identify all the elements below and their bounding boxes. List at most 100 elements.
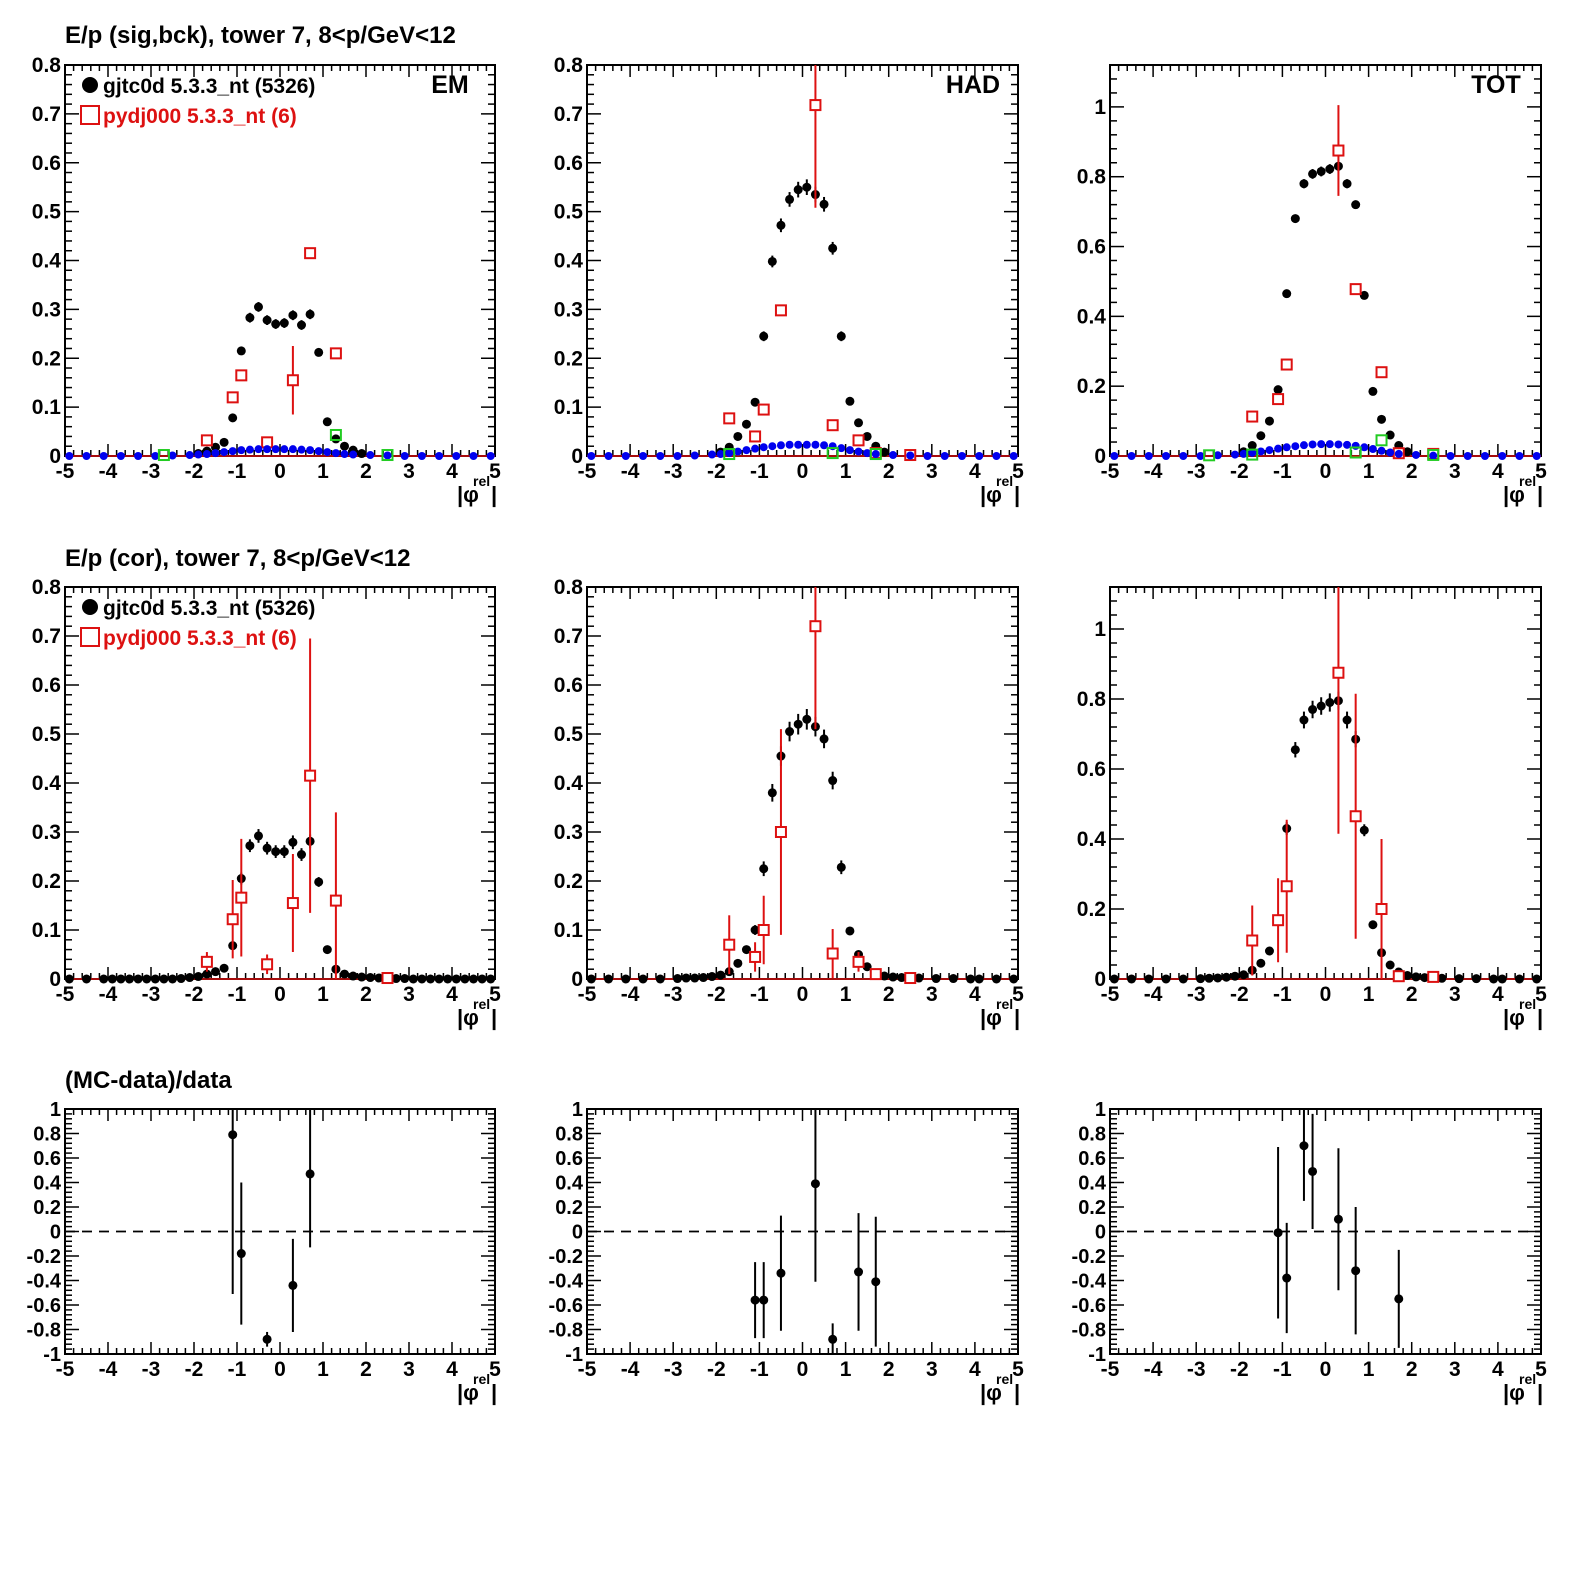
- data-point: [767, 788, 777, 798]
- data-point: [750, 1295, 760, 1305]
- data-point: [1308, 169, 1318, 179]
- y-tick-label: 0.7: [554, 625, 583, 648]
- x-axis-label-phi: |φ: [1503, 482, 1525, 507]
- x-tick-label: -1: [1273, 1358, 1292, 1381]
- y-tick-label: 0.2: [554, 870, 583, 893]
- x-tick-label: 5: [1535, 460, 1547, 483]
- background-data-point: [1213, 451, 1222, 460]
- x-axis-label-rel: rel: [996, 996, 1013, 1012]
- x-tick-label: -3: [1187, 1358, 1206, 1381]
- x-tick-label: 2: [883, 1358, 895, 1381]
- y-tick-label: -0.4: [1072, 1271, 1107, 1293]
- x-tick-label: -1: [750, 983, 769, 1006]
- x-tick-label: -4: [621, 983, 640, 1006]
- data-point: [159, 974, 169, 984]
- background-data-point: [1009, 452, 1018, 460]
- background-data-point: [1256, 447, 1265, 456]
- y-tick-label: 0: [571, 968, 583, 991]
- background-mc-point: [869, 448, 882, 461]
- data-point: [845, 926, 855, 936]
- background-data-point: [288, 445, 297, 454]
- x-tick-label: 1: [840, 1358, 852, 1381]
- background-data-point: [254, 445, 263, 454]
- mc-point: [1246, 934, 1259, 947]
- x-tick-label: 3: [926, 983, 938, 1006]
- background-data-point: [957, 452, 966, 460]
- x-tick-label: 0: [797, 983, 809, 1006]
- data-point: [1377, 414, 1387, 424]
- mc-point: [304, 247, 317, 260]
- y-tick-label: 0.4: [32, 772, 62, 795]
- mc-point: [1280, 880, 1293, 893]
- data-point: [733, 431, 743, 441]
- data-point: [1316, 166, 1326, 176]
- y-tick-label: 0.3: [32, 298, 61, 321]
- y-tick-label: -0.8: [27, 1320, 61, 1342]
- x-tick-label: 2: [360, 983, 372, 1006]
- y-tick-label: 0.8: [32, 54, 62, 77]
- x-tick-label: 3: [1449, 460, 1461, 483]
- panels: -5 -4 -3 -2 -1 0 1 2 3 4 5|φrel|00.10.20.30.40.50.…: [27, 54, 1548, 1405]
- data-point: [219, 437, 229, 447]
- x-tick-label: 3: [926, 460, 938, 483]
- y-tick-label: 0.8: [32, 576, 62, 599]
- x-tick-label: -5: [578, 460, 597, 483]
- data-point: [690, 973, 700, 983]
- x-axis-label-bar: |: [1537, 482, 1543, 507]
- background-data-point: [656, 452, 665, 460]
- background-data-point: [1368, 445, 1377, 454]
- y-tick-label: 0.1: [32, 396, 62, 419]
- x-tick-label: 5: [1012, 460, 1024, 483]
- x-axis-label-rel: rel: [1519, 473, 1536, 489]
- row1-title: E/p (sig,bck), tower 7, 8<p/GeV<12: [65, 22, 456, 49]
- data-point: [862, 962, 872, 972]
- mc-point: [1280, 358, 1293, 371]
- data-point: [1385, 960, 1395, 970]
- background-data-point: [854, 447, 863, 456]
- x-tick-label: 0: [1320, 1358, 1332, 1381]
- background-data-point: [1274, 444, 1283, 453]
- data-point: [845, 396, 855, 406]
- data-point: [1351, 1266, 1361, 1276]
- legend: gjtc0d 5.3.3_nt (5326) pydj000 5.3.3_nt (…: [80, 597, 315, 650]
- series-ratio: [228, 1109, 315, 1347]
- mc-point: [774, 826, 787, 838]
- y-tick-label: 0.7: [554, 103, 583, 126]
- data-point: [1204, 973, 1214, 983]
- data-point: [681, 973, 691, 983]
- background-data-point: [1127, 452, 1136, 460]
- background-data-point: [1110, 452, 1119, 460]
- background-data-point: [202, 450, 211, 459]
- y-tick-label: 0.3: [554, 821, 583, 844]
- x-tick-label: -3: [664, 983, 683, 1006]
- background-data-point: [716, 450, 725, 459]
- background-data-point: [1446, 452, 1455, 460]
- data-point: [340, 441, 349, 451]
- background-data-point: [845, 446, 854, 455]
- data-point: [271, 847, 281, 857]
- x-axis-label-rel: rel: [1519, 996, 1536, 1012]
- data-point: [176, 974, 186, 984]
- mc-point: [1375, 903, 1388, 915]
- data-point: [802, 182, 812, 192]
- data-point: [469, 974, 478, 984]
- data-point: [759, 1295, 769, 1305]
- data-point: [707, 972, 717, 982]
- background-data-point: [587, 452, 596, 460]
- series-mc: [723, 587, 917, 985]
- x-axis-label-rel: rel: [996, 473, 1013, 489]
- background-data-point: [65, 452, 74, 460]
- legend-mc-label: pydj000 5.3.3_nt (6): [103, 105, 297, 128]
- mc-point: [1332, 144, 1345, 157]
- background-data-point: [759, 443, 768, 452]
- background-mc-point: [329, 428, 342, 441]
- background-data-point: [673, 452, 682, 460]
- background-data-point: [1394, 449, 1403, 458]
- background-data-point: [168, 451, 177, 460]
- x-tick-label: -3: [142, 460, 161, 483]
- x-tick-label: 5: [1012, 983, 1024, 1006]
- data-point: [621, 974, 631, 984]
- y-tick-label: 0.8: [1077, 688, 1107, 711]
